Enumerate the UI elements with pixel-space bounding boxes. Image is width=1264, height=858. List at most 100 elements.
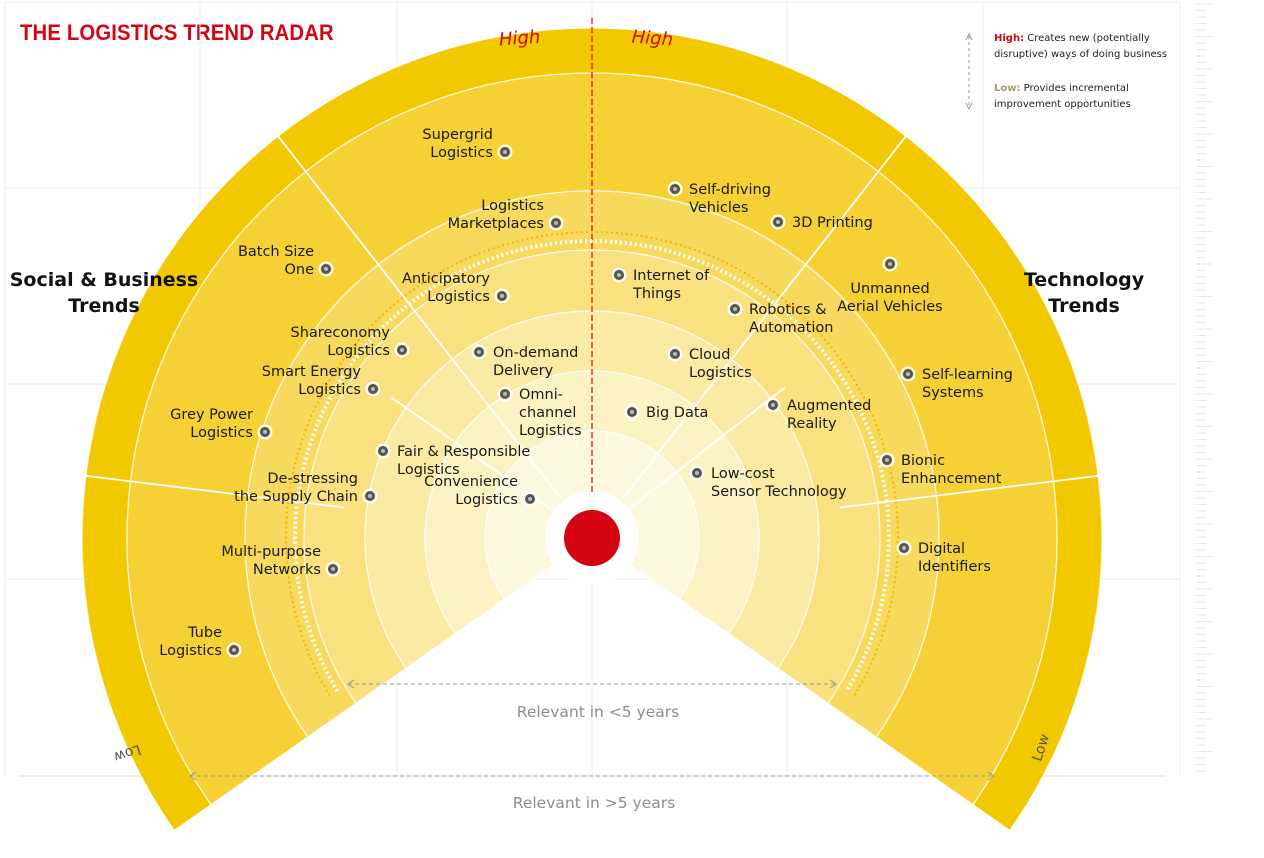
- trend-label-line: Logistics: [327, 343, 390, 359]
- trend-label-line: Supergrid: [422, 127, 493, 143]
- trend-dot: [362, 488, 378, 504]
- radar-rings: [81, 27, 1103, 832]
- trend-dot: [548, 215, 564, 231]
- trend-label-line: the Supply Chain: [234, 489, 358, 505]
- trend-self-driving-vehicles: Self-driving Vehicles: [667, 181, 771, 216]
- legend-high-key: High:: [994, 33, 1025, 44]
- trend-dot: [882, 256, 898, 272]
- trend-label-line: Vehicles: [689, 200, 748, 216]
- trend-dot: [770, 214, 786, 230]
- section-label-technology-line-2: Trends: [1048, 295, 1120, 317]
- trend-low-cost-sensor-technology: Low-cost Sensor Technology: [689, 465, 847, 500]
- trend-augmented-reality: Augmented Reality: [765, 397, 871, 432]
- trend-multi-purpose-networks: Multi-purpose Networks: [221, 544, 341, 578]
- trend-label-line: Shareconomy: [291, 325, 391, 341]
- trend-dot: [896, 540, 912, 556]
- trend-digital-identifiers: Digital Identifiers: [896, 540, 991, 575]
- trend-label-line: Identifiers: [918, 559, 991, 575]
- trend-dot: [226, 642, 242, 658]
- trend-dot: [900, 366, 916, 382]
- trend-dot: [667, 181, 683, 197]
- trend-label-line: Logistics: [190, 425, 253, 441]
- trend-label-line: Logistics: [455, 492, 518, 508]
- trend-label-line: Things: [632, 286, 681, 302]
- section-label-social-line-1: Social & Business: [10, 269, 199, 291]
- trend-label-line: De-stressing: [267, 471, 358, 487]
- trend-label-line: 3D Printing: [792, 215, 873, 231]
- trend-dot: [325, 561, 341, 577]
- page-title: THE LOGISTICS TREND RADAR: [20, 20, 334, 45]
- trend-label-line: Logistics: [481, 198, 544, 214]
- trend-label-line: Tube: [187, 625, 222, 641]
- trend-dot: [497, 386, 513, 402]
- trend-label-line: Robotics &: [749, 302, 827, 318]
- trend-batch-size-one: Batch Size One: [238, 244, 334, 278]
- trend-label-line: Convenience: [424, 474, 518, 490]
- trend-anticipatory-logistics: Anticipatory Logistics: [402, 271, 510, 305]
- trend-label-line: Self-learning: [922, 367, 1013, 383]
- trend-shareconomy-logistics: Shareconomy Logistics: [291, 325, 410, 359]
- trend-dot: [765, 397, 781, 413]
- trend-fair-responsible-logistics: Fair & Responsible Logistics: [375, 443, 530, 478]
- trend-items: Supergrid Logistics Logistics Marketplaces B…: [159, 127, 1013, 659]
- inner-timeframe-label: Relevant in <5 years: [517, 703, 679, 721]
- section-label-technology-line-1: Technology: [1024, 269, 1145, 291]
- trend-label-line: Self-driving: [689, 182, 771, 198]
- trend-label-line: Augmented: [787, 398, 871, 414]
- trend-label-line: Digital: [918, 541, 965, 557]
- trend-supergrid-logistics: Supergrid Logistics: [422, 127, 513, 161]
- trend-label-line: Enhancement: [901, 471, 1002, 487]
- trend-label-line: Multi-purpose: [221, 544, 321, 560]
- trend-dot: [375, 443, 391, 459]
- trend-dot: [471, 344, 487, 360]
- trend-label-line: One: [284, 262, 314, 278]
- trend-label-line: Marketplaces: [448, 216, 544, 232]
- trend-label-line: Sensor Technology: [711, 484, 847, 500]
- trend-label-line: Aerial Vehicles: [837, 299, 943, 315]
- trend-label-line: Logistics: [298, 382, 361, 398]
- legend-high-text: Creates new (potentially disruptive) way…: [994, 33, 1168, 60]
- trend-dot: [394, 342, 410, 358]
- trend-label-line: Big Data: [646, 405, 708, 421]
- trend-label-line: On-demand: [493, 345, 578, 361]
- trend-omni-channel-logistics: Omni-channel Logistics: [497, 386, 582, 439]
- trend-label-line: Omni-: [519, 387, 563, 403]
- trend-dot: [689, 465, 705, 481]
- horizon-line: [293, 239, 891, 693]
- trend-tube-logistics: Tube Logistics: [159, 625, 242, 659]
- trend-big-data: Big Data: [624, 404, 708, 421]
- trend-label-line: Systems: [922, 385, 984, 401]
- center-dot: [564, 510, 620, 566]
- horizon-line-outer: [285, 231, 899, 697]
- edge-ruler: [1196, 3, 1212, 772]
- trend-dot: [611, 267, 627, 283]
- trend-cloud-logistics: Cloud Logistics: [667, 346, 752, 381]
- trend-label-line: Reality: [787, 416, 837, 432]
- trend-on-demand-delivery: On-demand Delivery: [471, 344, 578, 379]
- trend-label-line: Logistics: [159, 643, 222, 659]
- trend-grey-power-logistics: Grey Power Logistics: [170, 407, 273, 441]
- trend-3d-printing: 3D Printing: [770, 214, 873, 231]
- trend-label-line: Smart Energy: [262, 364, 362, 380]
- trend-unmanned-aerial-vehicles: Unmanned Aerial Vehicles: [837, 256, 943, 315]
- radar-decorations: [189, 18, 995, 781]
- legend-low-text: Provides incremental improvement opportu…: [994, 83, 1131, 110]
- trend-dot: [365, 381, 381, 397]
- trend-dot: [494, 288, 510, 304]
- trend-convenience-logistics: Convenience Logistics: [424, 474, 538, 508]
- trend-label-line: Anticipatory: [402, 271, 490, 287]
- trend-label-line: Networks: [253, 562, 321, 578]
- trend-label-line: Delivery: [493, 363, 554, 379]
- trend-bionic-enhancement: Bionic Enhancement: [879, 452, 1002, 487]
- trend-label-line: Unmanned: [850, 281, 929, 297]
- trend-label-line: Internet of: [633, 268, 710, 284]
- legend-high: High: Creates new (potentially disruptiv…: [994, 31, 1184, 63]
- outer-timeframe-label: Relevant in >5 years: [513, 794, 675, 812]
- trend-label-line: Logistics: [689, 365, 752, 381]
- trend-smart-energy-logistics: Smart Energy Logistics: [262, 364, 381, 398]
- trend-label-line: Logistics: [430, 145, 493, 161]
- trend-label-line: Automation: [749, 320, 833, 336]
- high-label-left: High: [498, 27, 541, 51]
- trend-label-line: Grey Power: [170, 407, 253, 423]
